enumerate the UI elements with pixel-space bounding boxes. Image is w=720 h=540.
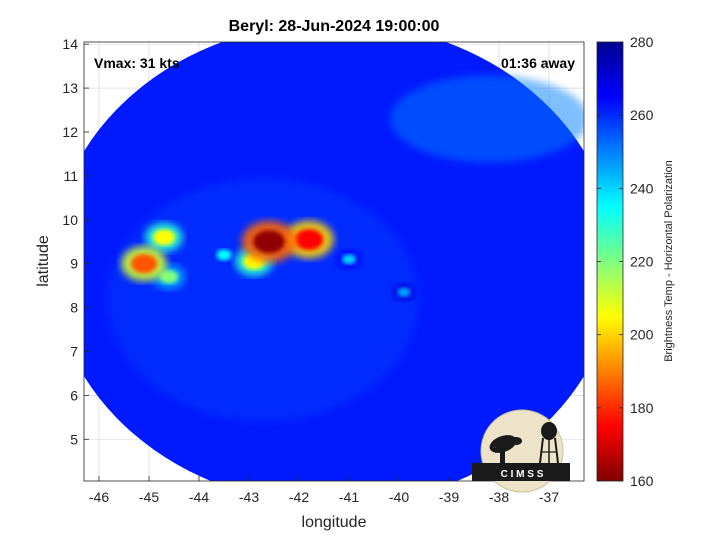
y-tick-label: 14 bbox=[62, 36, 78, 52]
colorbar-tick-label: 220 bbox=[630, 254, 654, 270]
axes-box bbox=[83, 41, 585, 482]
precip-feature bbox=[294, 229, 324, 251]
x-tick-label: -38 bbox=[489, 489, 509, 505]
vmax-annotation: Vmax: 31 kts bbox=[94, 55, 180, 71]
x-axis-label: longitude bbox=[302, 514, 367, 531]
x-tick-label: -45 bbox=[139, 489, 159, 505]
colorbar-tick-label: 200 bbox=[630, 327, 654, 343]
y-tick-label: 12 bbox=[62, 124, 78, 140]
y-tick-label: 13 bbox=[62, 80, 78, 96]
brightness-temp-swath bbox=[84, 42, 584, 481]
colorbar-tick-label: 260 bbox=[630, 107, 654, 123]
chart-title: Beryl: 28-Jun-2024 19:00:00 bbox=[229, 18, 440, 35]
x-tick-label: -41 bbox=[339, 489, 359, 505]
y-tick-label: 11 bbox=[63, 168, 78, 184]
y-tick-label: 9 bbox=[70, 256, 78, 272]
y-tick-label: 10 bbox=[62, 212, 78, 228]
colorbar-ticks: 160 180 200 220 240 260 280 bbox=[597, 34, 654, 489]
colorbar-label: Brightness Temp - Horizontal Polarizatio… bbox=[663, 160, 675, 362]
precip-feature bbox=[130, 254, 158, 274]
time-away-annotation: 01:36 away bbox=[501, 55, 575, 71]
precip-feature bbox=[216, 249, 232, 261]
water-tower-icon bbox=[539, 422, 559, 464]
precip-feature bbox=[397, 287, 411, 297]
x-tick-label: -40 bbox=[389, 489, 409, 505]
x-tick-label: -44 bbox=[189, 489, 209, 505]
x-tick-label: -46 bbox=[89, 489, 109, 505]
colorbar-tick-label: 240 bbox=[630, 180, 654, 196]
y-axis-label: latitude bbox=[35, 235, 52, 287]
precip-feature bbox=[253, 230, 285, 254]
y-tick-label: 5 bbox=[70, 431, 78, 447]
y-tick-labels: 5 6 7 8 9 10 11 12 13 14 bbox=[62, 36, 89, 447]
x-tick-label: -39 bbox=[439, 489, 459, 505]
y-tick-label: 7 bbox=[70, 343, 78, 359]
precip-feature bbox=[159, 270, 179, 284]
cimss-logo: C I M S S bbox=[472, 409, 570, 493]
satellite-dish-icon bbox=[489, 435, 517, 453]
x-tick-labels: -46 -45 -44 -43 -42 -41 -40 -39 -38 -37 bbox=[89, 476, 559, 505]
x-tick-label: -42 bbox=[289, 489, 309, 505]
x-tick-label: -37 bbox=[539, 489, 559, 505]
y-tick-label: 8 bbox=[70, 300, 78, 316]
swath-shade bbox=[108, 179, 419, 421]
colorbar-tick-label: 280 bbox=[630, 34, 654, 50]
colorbar-tick-label: 160 bbox=[630, 473, 654, 489]
swath-shade bbox=[390, 75, 584, 163]
cimss-logo-text: C I M S S bbox=[501, 469, 544, 480]
colorbar-tick-label: 180 bbox=[630, 400, 654, 416]
y-tick-label: 6 bbox=[70, 387, 78, 403]
precip-feature bbox=[342, 254, 356, 265]
precip-feature bbox=[153, 229, 175, 246]
x-tick-label: -43 bbox=[239, 489, 259, 505]
